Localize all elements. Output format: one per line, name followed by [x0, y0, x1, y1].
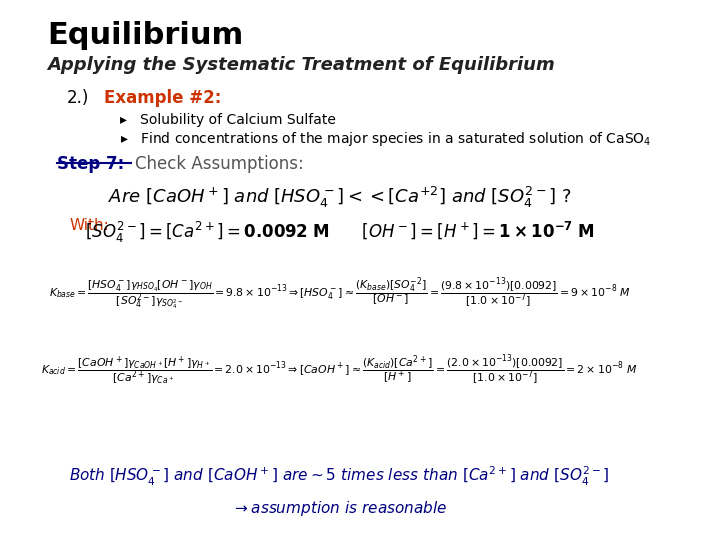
Text: With:: With:	[70, 218, 109, 233]
Text: Applying the Systematic Treatment of Equilibrium: Applying the Systematic Treatment of Equ…	[48, 56, 555, 74]
Text: Step 7:: Step 7:	[57, 155, 124, 173]
Text: $\mathit{Both\ [HSO_4^-]\ and\ [CaOH^+]\ are \sim 5\ times\ less\ than\ [Ca^{2+}: $\mathit{Both\ [HSO_4^-]\ and\ [CaOH^+]\…	[69, 465, 610, 488]
Text: $K_{base} = \dfrac{[HSO_4^-]\gamma_{HSO_4}[OH^-]\gamma_{OH}}{[SO_4^{2-}]\gamma_{: $K_{base} = \dfrac{[HSO_4^-]\gamma_{HSO_…	[48, 275, 631, 312]
Text: ▸   Solubility of Calcium Sulfate: ▸ Solubility of Calcium Sulfate	[120, 113, 336, 127]
Text: ▸   Find concentrations of the major species in a saturated solution of CaSO$_4$: ▸ Find concentrations of the major speci…	[120, 130, 652, 148]
Text: $\rightarrow \mathit{assumption\ is\ reasonable}$: $\rightarrow \mathit{assumption\ is\ rea…	[232, 499, 447, 518]
Text: Example #2:: Example #2:	[104, 89, 222, 107]
Text: Check Assumptions:: Check Assumptions:	[135, 155, 304, 173]
Text: $\mathit{Are\ [CaOH^+]\ and\ [HSO_4^-] << [Ca^{+2}]\ and\ [SO_4^{2-}]\ ?}$: $\mathit{Are\ [CaOH^+]\ and\ [HSO_4^-] <…	[107, 185, 572, 210]
Text: Equilibrium: Equilibrium	[48, 22, 243, 50]
Text: $[SO_4^{2-}] = [Ca^{2+}] = \mathbf{0.0092\ M}$$\qquad [OH^-] = [H^+] = \mathbf{1: $[SO_4^{2-}] = [Ca^{2+}] = \mathbf{0.009…	[85, 220, 595, 245]
Text: 2.): 2.)	[66, 89, 89, 107]
Text: $K_{acid} = \dfrac{[CaOH^+]\gamma_{CaOH^+}[H^+]\gamma_{H^+}}{[Ca^{2+}]\gamma_{Ca: $K_{acid} = \dfrac{[CaOH^+]\gamma_{CaOH^…	[42, 353, 638, 387]
